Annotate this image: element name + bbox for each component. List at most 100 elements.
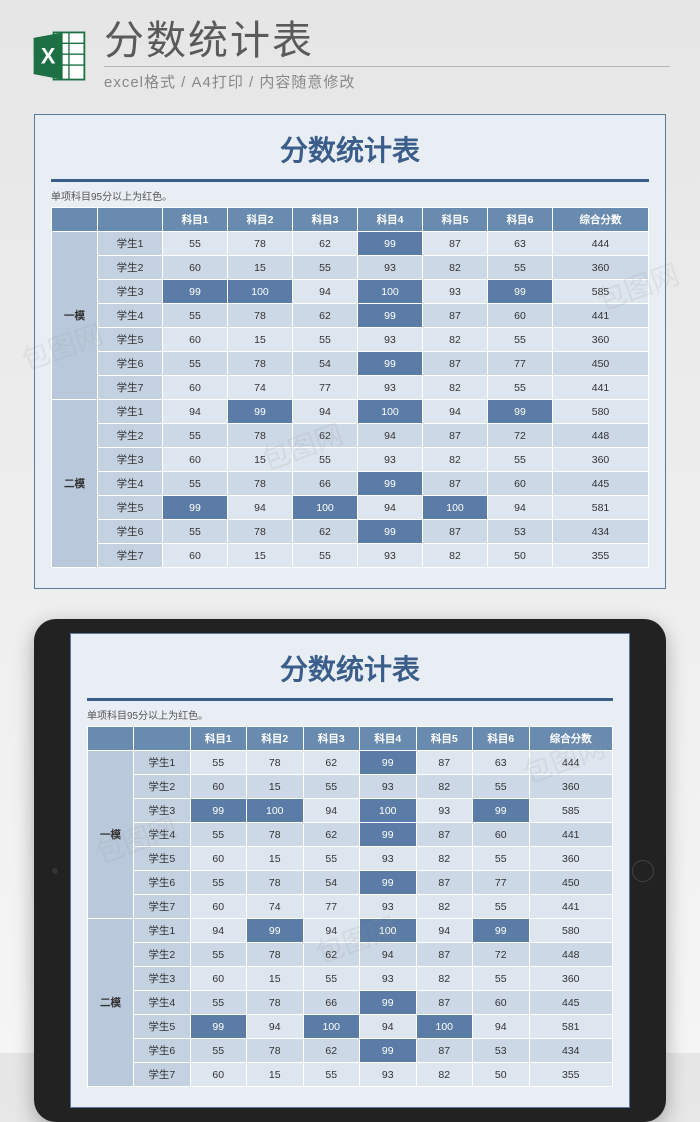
- page-subtitle: excel格式 / A4打印 / 内容随意修改: [104, 71, 670, 92]
- score-cell: 53: [488, 520, 553, 544]
- score-cell: 60: [163, 328, 228, 352]
- score-cell: 99: [358, 232, 423, 256]
- table-row: 一模学生1557862998763444: [52, 232, 649, 256]
- score-cell: 99: [360, 871, 417, 895]
- score-cell: 99: [358, 352, 423, 376]
- total-cell: 360: [529, 967, 613, 991]
- col-header: 科目5: [416, 727, 473, 751]
- score-table: 科目1科目2科目3科目4科目5科目6综合分数一模学生15578629987634…: [87, 726, 613, 1087]
- student-name: 学生2: [98, 424, 163, 448]
- template-header: X 分数统计表 excel格式 / A4打印 / 内容随意修改: [0, 0, 700, 106]
- score-cell: 94: [228, 496, 293, 520]
- table-row: 学生5601555938255360: [52, 328, 649, 352]
- score-cell: 77: [303, 895, 360, 919]
- score-cell: 93: [358, 376, 423, 400]
- col-header: 科目4: [360, 727, 417, 751]
- table-row: 学生399100941009399585: [88, 799, 613, 823]
- score-cell: 62: [303, 823, 360, 847]
- score-cell: 93: [358, 544, 423, 568]
- score-cell: 99: [473, 919, 530, 943]
- score-cell: 87: [416, 1039, 473, 1063]
- score-cell: 87: [416, 943, 473, 967]
- score-cell: 66: [293, 472, 358, 496]
- score-cell: 55: [303, 967, 360, 991]
- student-name: 学生5: [98, 496, 163, 520]
- student-name: 学生3: [134, 967, 191, 991]
- table-row: 学生6557854998777450: [52, 352, 649, 376]
- total-cell: 360: [553, 448, 649, 472]
- score-cell: 78: [247, 991, 304, 1015]
- score-cell: 55: [163, 520, 228, 544]
- score-cell: 55: [473, 967, 530, 991]
- student-name: 学生7: [134, 895, 191, 919]
- score-cell: 99: [488, 280, 553, 304]
- score-cell: 60: [190, 967, 247, 991]
- total-cell: 581: [529, 1015, 613, 1039]
- student-name: 学生4: [134, 991, 191, 1015]
- score-cell: 78: [228, 304, 293, 328]
- table-row: 一模学生1557862998763444: [88, 751, 613, 775]
- score-cell: 55: [303, 847, 360, 871]
- score-cell: 94: [416, 919, 473, 943]
- student-name: 学生6: [134, 871, 191, 895]
- score-cell: 55: [163, 232, 228, 256]
- group-label: 二模: [52, 400, 98, 568]
- col-header: 科目3: [293, 208, 358, 232]
- score-cell: 94: [423, 400, 488, 424]
- score-cell: 100: [293, 496, 358, 520]
- table-row: 二模学生19499941009499580: [88, 919, 613, 943]
- score-cell: 55: [473, 847, 530, 871]
- score-cell: 55: [303, 775, 360, 799]
- score-cell: 60: [473, 823, 530, 847]
- score-cell: 99: [358, 472, 423, 496]
- group-label: 一模: [52, 232, 98, 400]
- score-cell: 99: [488, 400, 553, 424]
- preview-top: 分数统计表单项科目95分以上为红色。科目1科目2科目3科目4科目5科目6综合分数…: [0, 106, 700, 589]
- total-cell: 444: [529, 751, 613, 775]
- score-cell: 62: [303, 943, 360, 967]
- score-cell: 100: [360, 919, 417, 943]
- score-cell: 78: [228, 352, 293, 376]
- score-cell: 60: [473, 991, 530, 1015]
- student-name: 学生3: [134, 799, 191, 823]
- col-header: 科目5: [423, 208, 488, 232]
- score-sheet: 分数统计表单项科目95分以上为红色。科目1科目2科目3科目4科目5科目6综合分数…: [34, 114, 666, 589]
- col-header: 科目4: [358, 208, 423, 232]
- score-cell: 93: [360, 895, 417, 919]
- student-name: 学生1: [98, 232, 163, 256]
- score-cell: 82: [416, 895, 473, 919]
- score-cell: 55: [163, 352, 228, 376]
- score-cell: 55: [190, 751, 247, 775]
- student-name: 学生7: [98, 376, 163, 400]
- score-cell: 15: [247, 775, 304, 799]
- total-cell: 360: [553, 256, 649, 280]
- score-cell: 78: [228, 232, 293, 256]
- score-cell: 54: [303, 871, 360, 895]
- score-cell: 74: [228, 376, 293, 400]
- sheet-note: 单项科目95分以上为红色。: [51, 188, 649, 203]
- score-cell: 55: [190, 823, 247, 847]
- score-cell: 99: [163, 280, 228, 304]
- score-cell: 78: [247, 751, 304, 775]
- score-cell: 60: [163, 256, 228, 280]
- table-row: 学生5601555938255360: [88, 847, 613, 871]
- score-cell: 87: [423, 232, 488, 256]
- student-name: 学生7: [98, 544, 163, 568]
- score-cell: 100: [247, 799, 304, 823]
- score-cell: 87: [416, 991, 473, 1015]
- header-text: 分数统计表 excel格式 / A4打印 / 内容随意修改: [104, 20, 670, 92]
- score-cell: 60: [163, 544, 228, 568]
- score-cell: 93: [360, 847, 417, 871]
- total-cell: 441: [553, 304, 649, 328]
- score-cell: 55: [293, 256, 358, 280]
- score-cell: 99: [473, 799, 530, 823]
- score-cell: 60: [190, 775, 247, 799]
- table-row: 学生4557862998760441: [88, 823, 613, 847]
- total-cell: 585: [529, 799, 613, 823]
- score-cell: 99: [360, 991, 417, 1015]
- total-cell: 445: [553, 472, 649, 496]
- excel-icon: X: [30, 27, 88, 85]
- col-header: [98, 208, 163, 232]
- score-cell: 94: [473, 1015, 530, 1039]
- score-cell: 60: [488, 304, 553, 328]
